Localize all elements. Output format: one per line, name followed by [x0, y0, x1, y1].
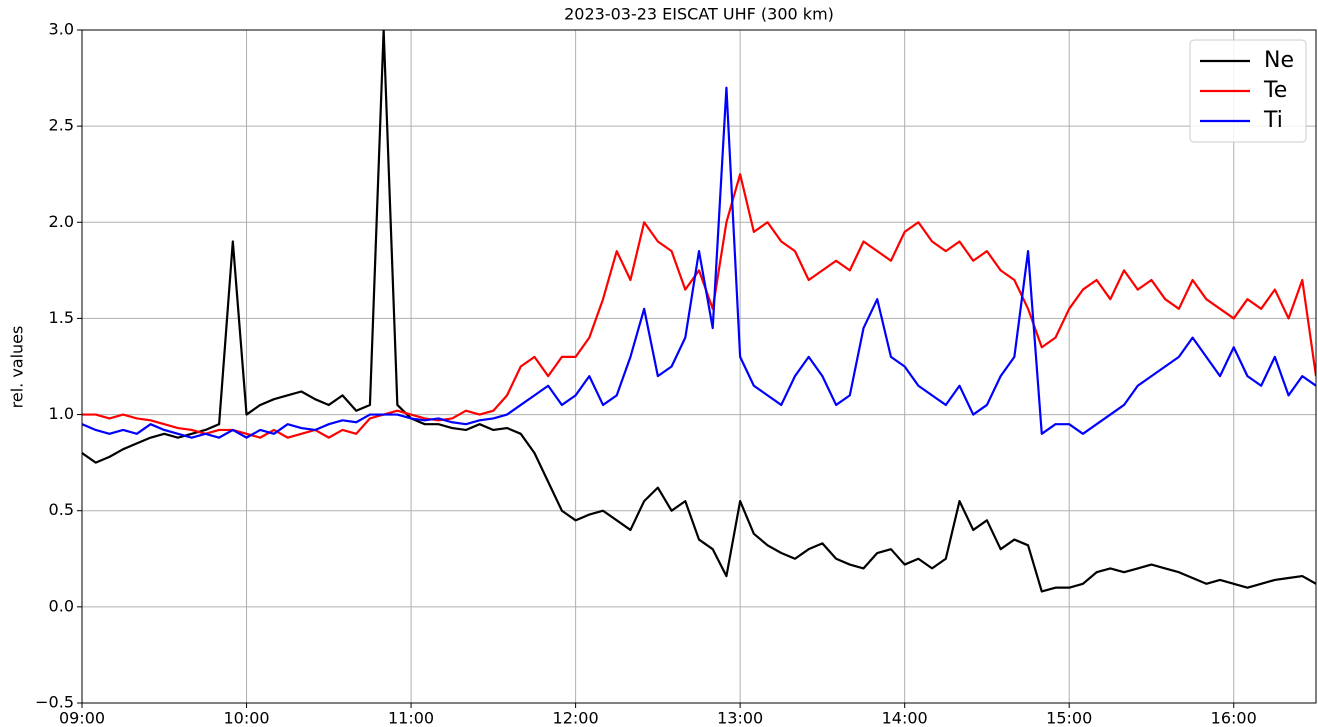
chart-title: 2023-03-23 EISCAT UHF (300 km)	[564, 5, 834, 24]
x-tick-label: 14:00	[882, 709, 928, 727]
line-series	[82, 30, 1316, 593]
x-tick-label: 09:00	[59, 709, 105, 727]
y-tick-label: 1.5	[49, 308, 74, 327]
legend-label: Ne	[1264, 48, 1294, 73]
x-tick-label: 11:00	[388, 709, 434, 727]
x-tick-label: 16:00	[1211, 709, 1257, 727]
y-tick-label: 0.5	[49, 500, 74, 519]
x-tick-label: 15:00	[1046, 709, 1092, 727]
legend-label: Ti	[1263, 108, 1283, 133]
y-axis-label: rel. values	[8, 326, 27, 409]
y-tick-label: 0.0	[49, 596, 74, 615]
line-series	[82, 173, 1316, 439]
legend-label: Te	[1263, 78, 1287, 103]
y-tick-label: 2.0	[49, 212, 74, 231]
x-tick-label: 12:00	[553, 709, 599, 727]
y-tick-label: 2.5	[49, 116, 74, 135]
y-tick-label: 3.0	[49, 20, 74, 39]
line-series	[82, 86, 1316, 439]
x-tick-label: 13:00	[717, 709, 763, 727]
x-tick-label: 10:00	[223, 709, 269, 727]
plot-frame	[81, 29, 1317, 704]
y-tick-label: 1.0	[49, 404, 74, 423]
y-tick-label: −0.5	[35, 693, 74, 712]
